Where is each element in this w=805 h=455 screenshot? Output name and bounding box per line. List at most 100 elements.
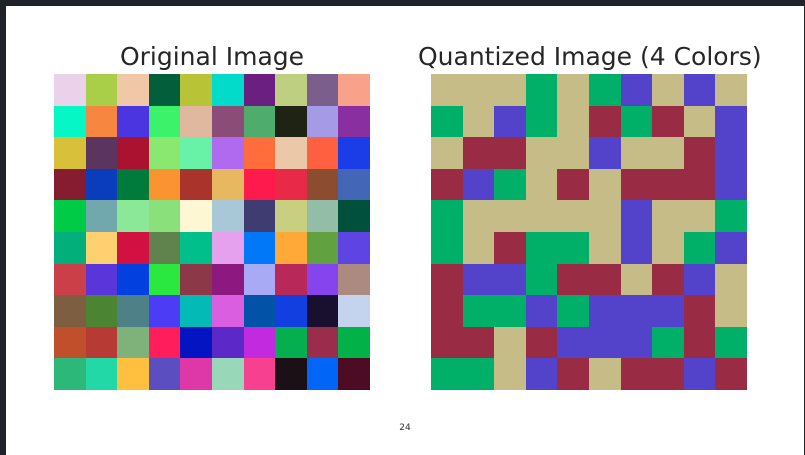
quantized-pixel-cell [652,105,684,138]
original-pixel-cell [275,137,307,169]
original-pixel-cell [275,74,307,106]
quantized-pixel-cell [652,295,684,327]
quantized-pixel-cell [431,105,463,138]
slide: Original Image Quantized Image (4 Colors… [6,6,804,455]
original-pixel-cell [148,326,181,359]
original-pixel-cell [338,74,370,106]
quantized-pixel-cell [589,358,621,390]
quantized-pixel-cell [462,200,495,232]
original-pixel-cell [212,295,244,327]
quantized-pixel-cell [557,326,589,359]
quantized-pixel-cell [620,263,653,296]
original-pixel-cell [180,263,212,296]
quantized-pixel-cell [715,358,747,390]
quantized-pixel-cell [462,295,495,327]
original-pixel-cell [243,295,276,327]
quantized-pixel-cell [431,232,463,264]
quantized-pixel-cell [525,295,558,327]
original-pixel-cell [54,200,86,232]
quantized-pixel-cell [431,358,463,390]
original-pixel-cell [306,137,339,169]
quantized-pixel-cell [715,105,747,138]
original-pixel-cell [85,137,118,169]
quantized-pixel-cell [494,137,526,169]
original-pixel-cell [275,200,307,232]
quantized-pixel-cell [557,200,589,232]
original-pixel-cell [212,137,244,169]
quantized-pixel-cell [494,263,526,296]
original-pixel-cell [54,168,86,201]
quantized-pixel-cell [715,326,747,359]
quantized-pixel-cell [525,263,558,296]
quantized-pixel-cell [494,74,526,106]
original-pixel-cell [54,295,86,327]
original-pixel-cell [243,168,276,201]
quantized-image-title: Quantized Image (4 Colors) [418,42,762,71]
quantized-pixel-cell [557,232,589,264]
original-pixel-cell [54,105,86,138]
original-pixel-cell [306,200,339,232]
original-pixel-cell [275,263,307,296]
original-pixel-cell [338,105,370,138]
original-pixel-cell [180,358,212,390]
original-pixel-cell [275,168,307,201]
quantized-pixel-cell [525,105,558,138]
quantized-pixel-cell [683,326,716,359]
original-pixel-cell [117,263,149,296]
original-pixel-cell [243,74,276,106]
quantized-pixel-cell [620,137,653,169]
original-pixel-cell [148,358,181,390]
original-pixel-cell [243,358,276,390]
quantized-pixel-cell [462,358,495,390]
original-pixel-cell [148,232,181,264]
quantized-pixel-cell [620,74,653,106]
quantized-pixel-cell [620,200,653,232]
quantized-pixel-cell [620,232,653,264]
original-pixel-cell [212,326,244,359]
quantized-pixel-cell [683,200,716,232]
original-pixel-cell [275,326,307,359]
quantized-pixel-cell [431,263,463,296]
quantized-pixel-cell [525,200,558,232]
original-pixel-cell [212,200,244,232]
original-pixel-cell [85,295,118,327]
quantized-pixel-cell [557,263,589,296]
quantized-pixel-cell [462,168,495,201]
quantized-pixel-cell [620,358,653,390]
quantized-pixel-cell [462,137,495,169]
quantized-pixel-cell [589,105,621,138]
original-pixel-cell [212,232,244,264]
original-pixel-cell [212,168,244,201]
quantized-pixel-cell [431,200,463,232]
quantized-pixel-cell [557,105,589,138]
quantized-pixel-cell [462,263,495,296]
original-pixel-cell [148,105,181,138]
quantized-pixel-cell [715,200,747,232]
quantized-pixel-cell [462,74,495,106]
original-pixel-cell [85,326,118,359]
quantized-pixel-cell [462,105,495,138]
original-pixel-cell [243,105,276,138]
original-pixel-cell [306,232,339,264]
quantized-pixel-cell [589,263,621,296]
original-pixel-cell [243,326,276,359]
quantized-pixel-cell [431,137,463,169]
original-pixel-cell [148,137,181,169]
quantized-pixel-cell [462,232,495,264]
quantized-pixel-cell [683,232,716,264]
quantized-pixel-cell [620,105,653,138]
original-pixel-cell [117,358,149,390]
original-pixel-cell [54,326,86,359]
page-number: 24 [399,423,411,433]
original-pixel-cell [117,137,149,169]
original-pixel-cell [180,137,212,169]
quantized-pixel-cell [589,326,621,359]
quantized-pixel-cell [557,168,589,201]
quantized-pixel-cell [494,326,526,359]
quantized-pixel-cell [715,263,747,296]
quantized-pixel-cell [683,358,716,390]
original-pixel-cell [338,326,370,359]
original-pixel-cell [54,74,86,106]
original-pixel-cell [148,168,181,201]
quantized-pixel-cell [589,168,621,201]
